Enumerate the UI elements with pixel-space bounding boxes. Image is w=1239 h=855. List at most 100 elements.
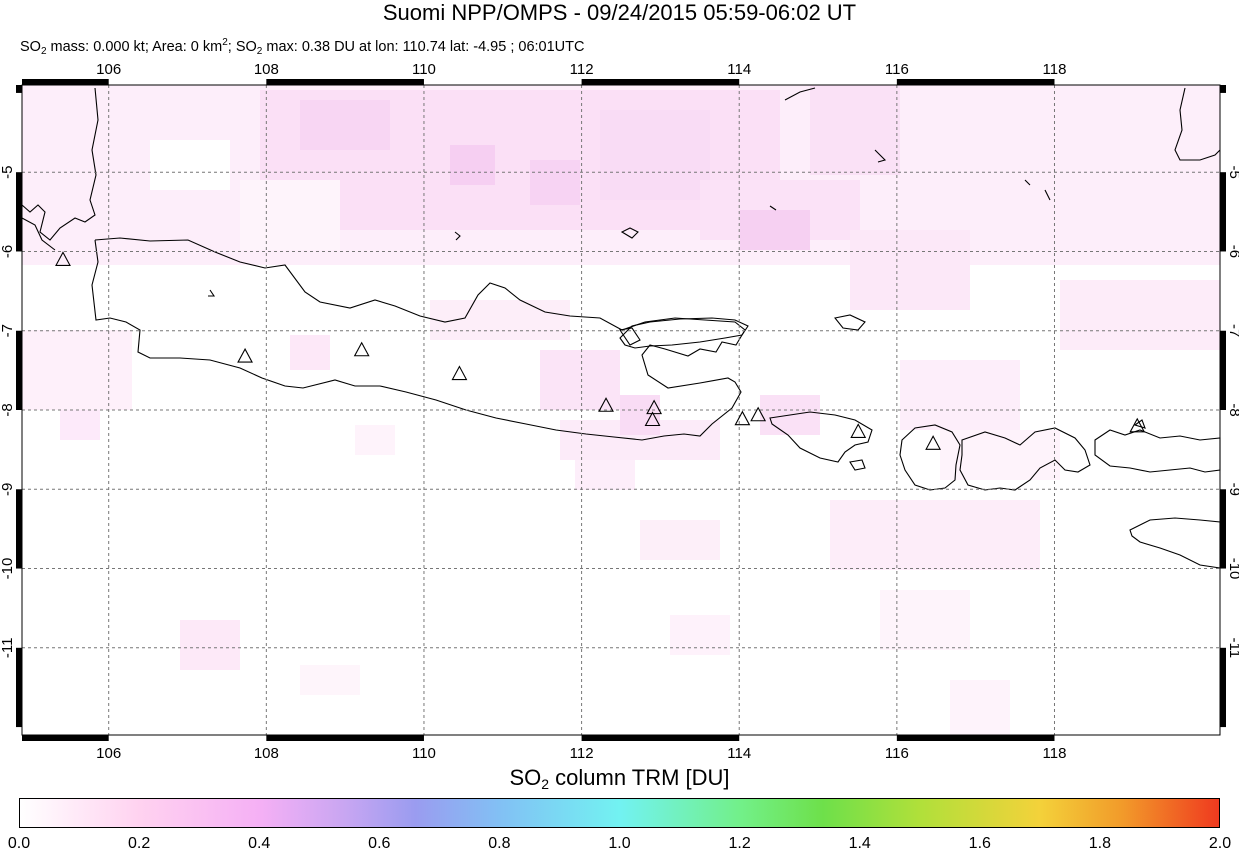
so2-map: 106 106 108 108 110 110 112 112 114 114 116 116 118 1…	[0, 61, 1239, 760]
frame-bar-bottom	[896, 735, 1055, 741]
lon-tick-label-bottom: 116	[885, 745, 909, 760]
colorbar-tick-label: 1.4	[848, 835, 871, 852]
lon-tick-label-bottom: 114	[727, 745, 751, 760]
triangle-icon	[925, 435, 942, 450]
colorbar-tick-label: 0.8	[488, 835, 511, 852]
triangle-icon	[644, 411, 661, 427]
lat-tick-label-left: -10	[0, 558, 16, 580]
lon-tick-label-top: 110	[412, 61, 436, 78]
small-island-b	[769, 205, 777, 211]
lat-tick-label-left: -7	[0, 324, 16, 337]
lat-tick-label-left: -6	[0, 245, 16, 258]
triangle-icon	[598, 397, 614, 412]
so2-summary: SO2 mass: 0.000 kt; Area: 0 km2; SO2 max…	[20, 34, 584, 61]
nusa-penida	[849, 459, 866, 471]
lon-tick-label-bottom: 112	[570, 745, 594, 760]
colorbar-title-suffix: column TRM [DU]	[549, 765, 730, 790]
so2-mass-subscript: 2	[40, 46, 47, 57]
triangle-icon	[646, 399, 663, 415]
karimunjawa-islands	[454, 231, 461, 241]
frame-bar-left	[16, 489, 22, 569]
area-unit-superscript: 2	[222, 37, 228, 48]
lat-tick-label-left: -5	[0, 166, 16, 179]
lat-tick-label-right: -10	[1226, 558, 1239, 580]
colorbar-title: SO2 column TRM [DU]	[0, 764, 1239, 798]
frame-bar-bottom	[22, 735, 109, 741]
triangle-icon	[750, 406, 767, 422]
colorbar-tick-label: 1.6	[968, 835, 991, 852]
small-island-f	[208, 289, 216, 297]
lon-tick-label-bottom: 108	[254, 745, 279, 760]
lon-tick-label-bottom: 106	[96, 745, 121, 760]
colorbar-tick-label: 0.2	[127, 835, 151, 852]
frame-bar-bottom	[266, 735, 424, 741]
so2-max-subscript: 2	[256, 46, 263, 57]
small-island-a	[874, 149, 887, 163]
frame-bar-right	[1220, 647, 1226, 728]
so2-max-prefix: ; SO	[227, 39, 257, 55]
lat-tick-label-right: -11	[1226, 638, 1239, 659]
triangle-icon	[451, 365, 468, 381]
kangean-islands	[834, 314, 866, 331]
bawean-island	[620, 227, 639, 239]
small-island-e	[619, 327, 641, 346]
lat-tick-label-left: -9	[0, 483, 16, 496]
frame-bar-bottom	[581, 735, 740, 741]
frame-bar-top	[581, 79, 740, 85]
map-frame: 106 106 108 108 110 110 112 112 114 114 116 116 118 1…	[0, 61, 1239, 760]
lat-lon-grid	[22, 85, 1220, 735]
frame-bar-left	[16, 172, 22, 252]
frame-bar-top	[22, 79, 109, 85]
frame-bar-right	[1220, 489, 1226, 569]
frame-bar-top	[896, 79, 1055, 85]
sumbawa-coast	[959, 427, 1091, 491]
triangle-icon	[1129, 417, 1146, 433]
frame-bar-left	[16, 85, 22, 93]
kalimantan-south-coast	[784, 87, 816, 101]
kalimantan-coast	[1174, 87, 1221, 161]
lon-tick-label-top: 118	[1043, 61, 1067, 78]
sumatra-coast	[21, 87, 99, 241]
lon-tick-label-top: 112	[570, 61, 594, 78]
colorbar-tick-label: 0.4	[248, 835, 271, 852]
bali-coast	[769, 411, 873, 463]
lon-tick-label-bottom: 110	[412, 745, 436, 760]
triangle-icon	[237, 347, 253, 363]
so2-retrieval-pixels	[22, 85, 1220, 735]
lon-tick-label-top: 116	[885, 61, 909, 78]
triangle-icon	[734, 410, 751, 426]
lat-tick-label-right: -8	[1226, 403, 1239, 416]
lat-tick-label-right: -6	[1226, 245, 1239, 258]
frame-bar-right	[1220, 172, 1226, 252]
map-title: Suomi NPP/OMPS - 09/24/2015 05:59-06:02 …	[382, 0, 857, 25]
triangle-icon	[55, 251, 71, 266]
lombok-coast	[899, 424, 961, 491]
lon-tick-label-top: 114	[727, 61, 751, 78]
madura-coast	[619, 317, 749, 349]
lon-tick-label-top: 106	[96, 61, 121, 78]
so2-mass-prefix: SO	[20, 39, 41, 55]
lat-tick-label-right: -5	[1226, 166, 1239, 179]
triangle-icon	[353, 341, 370, 357]
lon-tick-label-top: 108	[254, 61, 279, 78]
colorbar-tick-label: 2.0	[1208, 835, 1232, 852]
lat-tick-label-right: -7	[1226, 324, 1239, 337]
frame-bar-right	[1220, 85, 1226, 93]
frame-bar-left	[16, 330, 22, 410]
lon-tick-label-bottom: 118	[1043, 745, 1067, 760]
frame-bar-top	[266, 79, 424, 85]
volcano-markers	[55, 251, 1146, 450]
colorbar	[19, 798, 1220, 828]
colorbar-title-prefix: SO	[509, 765, 542, 790]
small-island-d	[1044, 189, 1051, 201]
triangle-icon	[850, 423, 867, 438]
java-coast	[91, 237, 746, 441]
small-island-g	[1133, 419, 1146, 429]
colorbar-title-subscript: 2	[541, 776, 550, 792]
frame-bar-right	[1220, 330, 1226, 410]
lat-tick-label-right: -9	[1226, 483, 1239, 496]
lat-tick-label-left: -8	[0, 403, 16, 416]
so2-max-text: max: 0.38 DU at lon: 110.74 lat: -4.95 ;…	[262, 39, 585, 55]
colorbar-tick-label: 1.8	[1088, 835, 1112, 852]
flores-coast	[1094, 429, 1221, 473]
